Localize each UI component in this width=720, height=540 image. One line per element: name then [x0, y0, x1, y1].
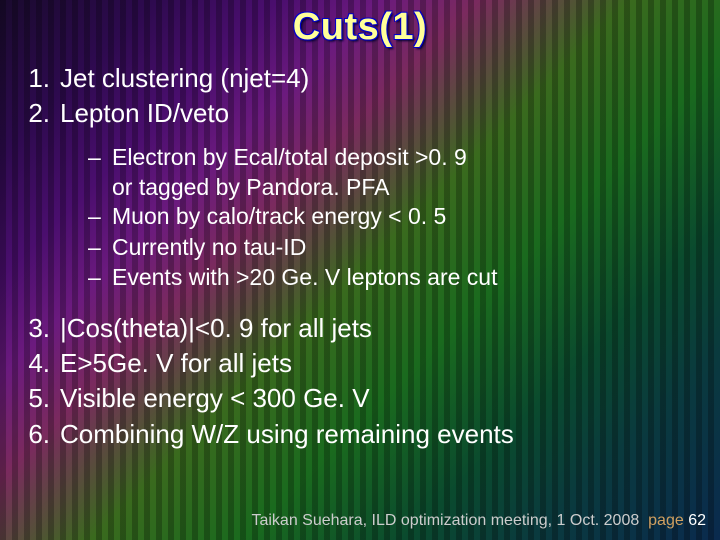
- page-label-text: page: [648, 512, 684, 529]
- sublist-text: Electron by Ecal/total deposit >0. 9: [112, 143, 467, 172]
- sublist-text-cont: or tagged by Pandora. PFA: [112, 173, 696, 202]
- list-item: 2. Lepton ID/veto: [24, 97, 696, 130]
- list-text: Combining W/Z using remaining events: [60, 418, 514, 451]
- list-number: 6.: [24, 418, 60, 451]
- footer-text: Taikan Suehara, ILD optimization meeting…: [251, 512, 639, 529]
- sublist-item: – Events with >20 Ge. V leptons are cut: [88, 263, 696, 292]
- slide: Cuts(1) 1. Jet clustering (njet=4) 2. Le…: [0, 0, 720, 540]
- list-text: Lepton ID/veto: [60, 97, 229, 130]
- dash-icon: –: [88, 143, 112, 172]
- list-item: 4. E>5Ge. V for all jets: [24, 347, 696, 380]
- sublist-text: Events with >20 Ge. V leptons are cut: [112, 263, 497, 292]
- footer: Taikan Suehara, ILD optimization meeting…: [251, 512, 706, 530]
- page-number: 62: [688, 512, 706, 529]
- list-text: Jet clustering (njet=4): [60, 62, 309, 95]
- list-item: 5. Visible energy < 300 Ge. V: [24, 382, 696, 415]
- dash-icon: –: [88, 263, 112, 292]
- list-number: 5.: [24, 382, 60, 415]
- sublist-text: Muon by calo/track energy < 0. 5: [112, 202, 446, 231]
- dash-icon: –: [88, 233, 112, 262]
- list-number: 2.: [24, 97, 60, 130]
- list-text: Visible energy < 300 Ge. V: [60, 382, 370, 415]
- list-item: 6. Combining W/Z using remaining events: [24, 418, 696, 451]
- list-text: |Cos(theta)|<0. 9 for all jets: [60, 312, 372, 345]
- sublist-text: Currently no tau-ID: [112, 233, 306, 262]
- list-item: 1. Jet clustering (njet=4): [24, 62, 696, 95]
- list-number: 4.: [24, 347, 60, 380]
- slide-title: Cuts(1): [0, 6, 720, 49]
- sublist-item: – Currently no tau-ID: [88, 233, 696, 262]
- slide-body: 1. Jet clustering (njet=4) 2. Lepton ID/…: [24, 62, 696, 453]
- list-item: 3. |Cos(theta)|<0. 9 for all jets: [24, 312, 696, 345]
- sublist-item: – Electron by Ecal/total deposit >0. 9: [88, 143, 696, 172]
- dash-icon: –: [88, 202, 112, 231]
- list-number: 1.: [24, 62, 60, 95]
- page-label: page: [644, 512, 689, 529]
- sublist-item: – Muon by calo/track energy < 0. 5: [88, 202, 696, 231]
- list-text: E>5Ge. V for all jets: [60, 347, 292, 380]
- list-number: 3.: [24, 312, 60, 345]
